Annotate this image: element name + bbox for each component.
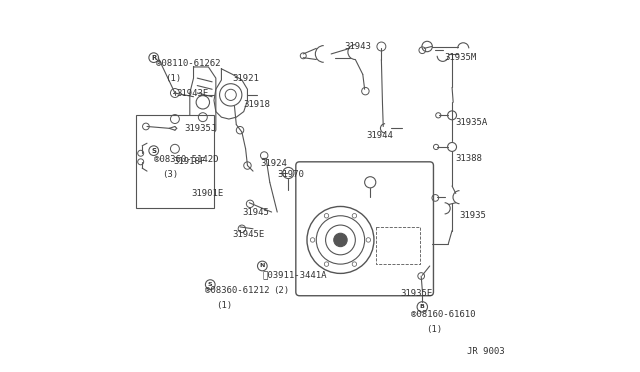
Text: 31945E: 31945E — [232, 230, 265, 239]
Circle shape — [334, 233, 347, 247]
Text: 31935J: 31935J — [184, 124, 216, 133]
Text: ®08360-5142D: ®08360-5142D — [154, 155, 219, 164]
Text: (2): (2) — [273, 286, 290, 295]
Text: ®08160-61610: ®08160-61610 — [411, 310, 476, 319]
Text: (3): (3) — [162, 170, 178, 179]
Text: (1): (1) — [166, 74, 182, 83]
Text: ®08110-61262: ®08110-61262 — [156, 59, 221, 68]
Text: N: N — [260, 263, 265, 269]
Text: JR 9003: JR 9003 — [467, 347, 504, 356]
Text: 31935E: 31935E — [400, 289, 432, 298]
Text: S: S — [151, 148, 156, 154]
Text: Ⓜ03911-3441A: Ⓜ03911-3441A — [262, 271, 327, 280]
Text: 31970: 31970 — [277, 170, 304, 179]
FancyBboxPatch shape — [296, 162, 433, 296]
Bar — [136, 115, 214, 208]
Text: R: R — [151, 55, 156, 61]
Text: 31924: 31924 — [260, 159, 287, 168]
Text: 31935M: 31935M — [445, 53, 477, 62]
Text: ®08360-61212: ®08360-61212 — [205, 286, 269, 295]
Text: 31935A: 31935A — [456, 118, 488, 127]
Text: B: B — [420, 304, 425, 310]
Text: 31943E: 31943E — [177, 89, 209, 97]
Text: (1): (1) — [216, 301, 232, 310]
Text: 31388: 31388 — [456, 154, 483, 163]
Text: 31901E: 31901E — [191, 189, 224, 198]
Text: 31921: 31921 — [232, 74, 259, 83]
Text: 31945: 31945 — [242, 208, 269, 217]
Text: 31918: 31918 — [244, 100, 271, 109]
Text: S: S — [208, 282, 212, 287]
Text: 31944: 31944 — [367, 131, 394, 140]
Text: 31943: 31943 — [344, 42, 371, 51]
Text: 31935: 31935 — [460, 211, 486, 220]
Text: 31918F: 31918F — [173, 157, 205, 166]
Text: (1): (1) — [426, 325, 442, 334]
